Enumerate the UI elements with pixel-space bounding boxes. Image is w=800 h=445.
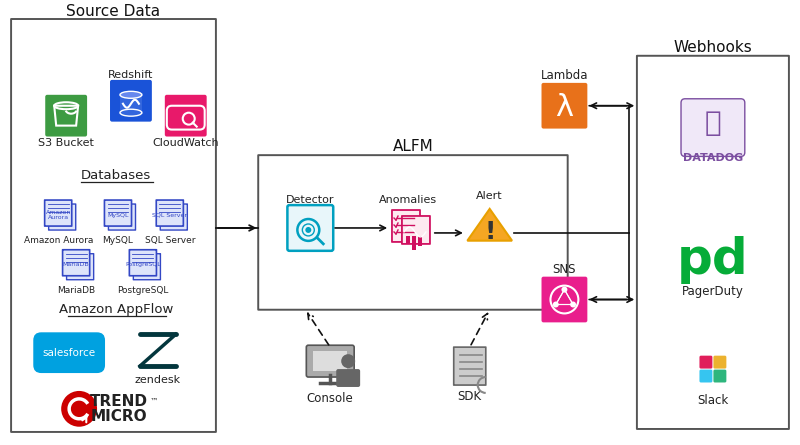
Text: zendesk: zendesk (134, 375, 181, 385)
Text: TREND: TREND (90, 394, 148, 409)
FancyBboxPatch shape (62, 250, 90, 276)
FancyBboxPatch shape (46, 95, 87, 137)
Bar (314, 351, 347, 371)
Circle shape (553, 302, 558, 307)
Ellipse shape (120, 109, 142, 116)
Polygon shape (467, 209, 512, 241)
FancyBboxPatch shape (11, 19, 216, 432)
FancyBboxPatch shape (306, 345, 354, 377)
Text: MICRO: MICRO (90, 409, 147, 424)
FancyBboxPatch shape (402, 216, 430, 244)
Circle shape (562, 287, 567, 292)
FancyBboxPatch shape (258, 155, 568, 310)
Text: ™: ™ (150, 396, 158, 405)
FancyBboxPatch shape (165, 95, 206, 137)
FancyBboxPatch shape (637, 56, 789, 429)
FancyBboxPatch shape (699, 370, 713, 383)
FancyBboxPatch shape (66, 254, 94, 280)
Text: λ: λ (555, 93, 574, 122)
FancyBboxPatch shape (130, 250, 157, 276)
Text: PostgreSQL: PostgreSQL (118, 286, 169, 295)
Text: SQL Server: SQL Server (145, 236, 195, 245)
Text: Alert: Alert (476, 191, 503, 201)
Bar (418, 236, 422, 246)
Text: MariaDB: MariaDB (57, 286, 95, 295)
FancyBboxPatch shape (156, 200, 183, 226)
Text: Anomalies: Anomalies (379, 195, 437, 205)
Text: 🐕: 🐕 (705, 109, 722, 137)
Text: PagerDuty: PagerDuty (682, 285, 744, 298)
Text: CloudWatch: CloudWatch (153, 138, 219, 147)
Bar (406, 236, 410, 244)
Circle shape (61, 391, 97, 427)
Bar (412, 236, 416, 250)
Circle shape (570, 302, 576, 307)
Text: Lambda: Lambda (541, 69, 588, 82)
Text: Databases: Databases (81, 169, 151, 182)
FancyBboxPatch shape (110, 80, 152, 121)
FancyBboxPatch shape (542, 277, 587, 322)
Text: MySQL: MySQL (102, 236, 134, 245)
Text: Webhooks: Webhooks (674, 40, 752, 55)
Text: Source Data: Source Data (66, 4, 161, 19)
Text: Detector: Detector (286, 195, 334, 205)
Text: !: ! (484, 220, 495, 244)
FancyBboxPatch shape (542, 83, 587, 129)
Text: SNS: SNS (553, 263, 576, 276)
Text: pd: pd (677, 236, 749, 284)
Text: MariaDB: MariaDB (63, 262, 90, 267)
FancyBboxPatch shape (49, 204, 76, 230)
FancyBboxPatch shape (699, 356, 713, 368)
FancyBboxPatch shape (454, 347, 486, 385)
Circle shape (342, 354, 355, 368)
Text: Amazon
Aurora: Amazon Aurora (46, 210, 71, 220)
FancyBboxPatch shape (109, 204, 135, 230)
FancyBboxPatch shape (160, 204, 187, 230)
Text: DATADOG: DATADOG (682, 154, 743, 163)
Text: Amazon Aurora: Amazon Aurora (23, 236, 93, 245)
Text: Console: Console (307, 392, 354, 405)
Text: MySQL: MySQL (107, 213, 129, 218)
Text: ALFM: ALFM (393, 139, 434, 154)
FancyBboxPatch shape (714, 370, 726, 383)
Text: SDK: SDK (458, 390, 482, 404)
FancyBboxPatch shape (45, 200, 72, 226)
FancyBboxPatch shape (714, 356, 726, 368)
FancyBboxPatch shape (34, 332, 105, 373)
FancyBboxPatch shape (392, 210, 420, 242)
Ellipse shape (120, 91, 142, 98)
Text: Redshift: Redshift (108, 70, 154, 80)
Text: PostgreSQL: PostgreSQL (125, 262, 161, 267)
Circle shape (306, 227, 311, 233)
FancyBboxPatch shape (287, 205, 334, 251)
Bar (120, 95, 142, 113)
FancyBboxPatch shape (105, 200, 131, 226)
FancyBboxPatch shape (681, 99, 745, 156)
FancyBboxPatch shape (134, 254, 161, 280)
Text: SQL Server: SQL Server (152, 213, 187, 218)
Text: Amazon AppFlow: Amazon AppFlow (59, 303, 173, 316)
Text: Slack: Slack (698, 394, 729, 407)
Text: salesforce: salesforce (42, 348, 96, 358)
FancyBboxPatch shape (336, 369, 360, 387)
Text: S3 Bucket: S3 Bucket (38, 138, 94, 147)
